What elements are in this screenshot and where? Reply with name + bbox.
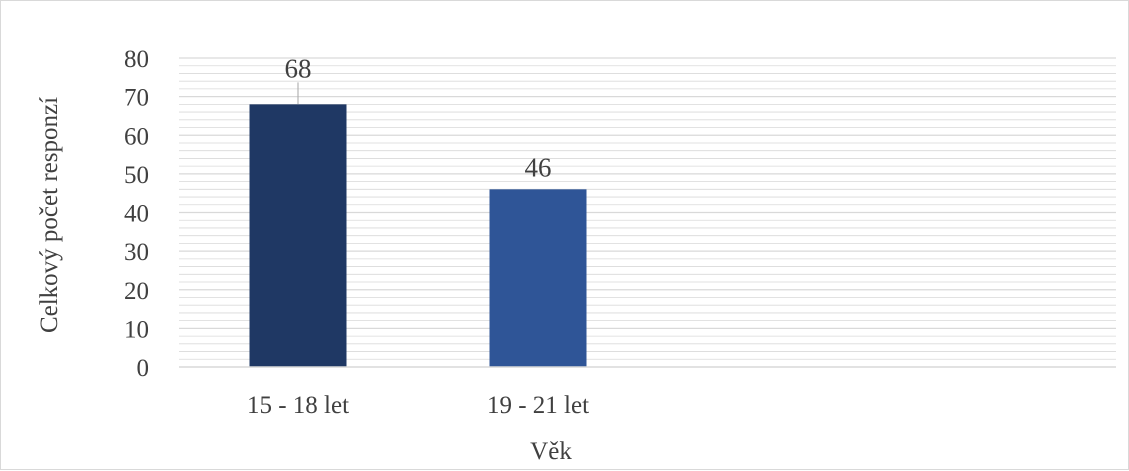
- y-tick-label: 50: [124, 162, 149, 189]
- x-tick-labels: 15 - 18 let 19 - 21 let: [247, 392, 589, 419]
- y-axis-title: Celkový počet responzí: [36, 97, 63, 333]
- y-tick-label: 0: [137, 355, 150, 382]
- y-tick-label: 60: [124, 123, 149, 150]
- x-tick-label: 19 - 21 let: [487, 392, 589, 419]
- bar: [249, 104, 347, 367]
- x-tick-label: 15 - 18 let: [247, 392, 349, 419]
- y-tick-labels: 0 10 20 30 40 50 60 70 80: [124, 46, 149, 382]
- bar: [489, 189, 587, 367]
- y-tick-label: 30: [124, 239, 149, 266]
- x-axis-title: Věk: [530, 438, 572, 465]
- y-tick-label: 40: [124, 201, 149, 228]
- y-tick-label: 80: [124, 46, 149, 73]
- bars: [249, 104, 587, 367]
- data-label: 68: [285, 53, 312, 83]
- y-tick-label: 20: [124, 278, 149, 305]
- y-tick-label: 70: [124, 85, 149, 112]
- data-labels: 68 46: [285, 53, 552, 182]
- data-label: 46: [525, 152, 552, 182]
- y-tick-label: 10: [124, 316, 149, 343]
